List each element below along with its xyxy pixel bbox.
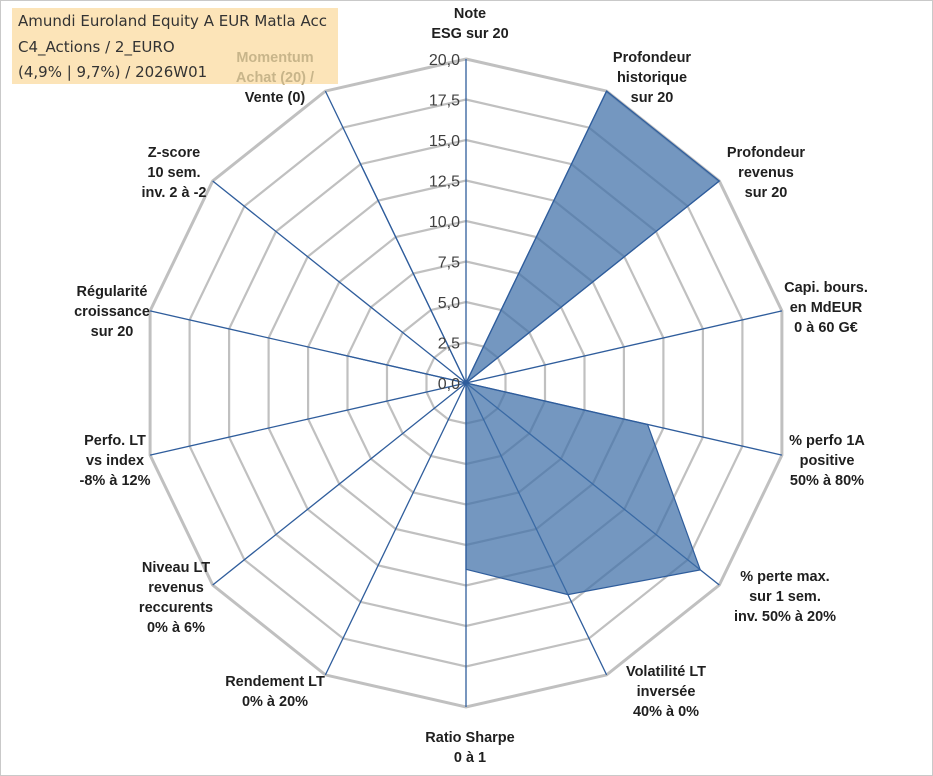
axis-label-line: Ratio Sharpe (425, 730, 515, 746)
performance-label: (4,9% | 9,7%) / 2026W01 (18, 63, 208, 81)
axis-label-line: sur 20 (90, 324, 134, 340)
radial-tick-labels: 0,0 2,5 5,0 7,5 10,0 12,5 15,0 17,5 20,0 (429, 52, 460, 393)
axis-label: Profondeur revenus sur 20 (727, 143, 805, 203)
category-label: C4_Actions / 2_EURO (18, 38, 175, 56)
radar-series (334, 90, 721, 596)
axis-label-line: 50% à 80% (789, 473, 865, 489)
spoke-line (212, 382, 467, 586)
axis-label-line: Vente (0) (244, 90, 306, 106)
tick-label: 12,5 (429, 174, 460, 191)
axis-label-line: revenus (148, 580, 204, 596)
axis-label-line: sur 20 (630, 90, 674, 106)
axis-label-line: -8% à 12% (79, 473, 151, 489)
axis-label-line: inv. 50% à 20% (733, 609, 837, 625)
axis-label-line: 0% à 6% (146, 620, 206, 636)
axis-label-line: % perte max. (740, 569, 830, 585)
chart-title: Amundi Euroland Equity A EUR Matla Acc (18, 12, 328, 30)
tick-label: 17,5 (429, 93, 460, 110)
axis-label-line: croissance (74, 304, 150, 320)
axis-label: Ratio Sharpe 0 à 1 (425, 728, 514, 768)
axis-label-line: Profondeur (726, 145, 806, 161)
tick-label: 10,0 (429, 214, 460, 231)
axis-label-line: Régularité (76, 284, 148, 300)
axis-label-line: % perfo 1A (789, 433, 865, 449)
tick-label: 0,0 (438, 376, 460, 393)
axis-label-line: reccurents (138, 600, 214, 616)
spoke-line (324, 382, 467, 676)
axis-label: Profondeur historique sur 20 (613, 48, 691, 108)
tick-label: 2,5 (438, 336, 460, 353)
axis-label: Régularité croissance sur 20 (74, 282, 150, 342)
axis-label: Perfo. LT vs index -8% à 12% (80, 431, 151, 491)
axis-label-line: Rendement LT (225, 674, 325, 690)
axis-label: Volatilité LT inversée 40% à 0% (626, 662, 706, 722)
spoke-line (465, 310, 783, 384)
axis-label-line: historique (616, 70, 688, 86)
axis-label-line: Volatilité LT (625, 664, 707, 680)
tick-label: 20,0 (429, 52, 460, 69)
tick-label: 15,0 (429, 133, 460, 150)
axis-label-line: sur 20 (744, 185, 788, 201)
axis-label: Momentum Achat (20) / Vente (0) (236, 48, 314, 108)
axis-label-line: en MdEUR (789, 300, 863, 316)
axis-label: Niveau LT revenus reccurents 0% à 6% (139, 558, 213, 638)
axis-label-line: vs index (85, 453, 145, 469)
axis-label-line: Capi. bours. (784, 280, 868, 296)
axis-label-line: Perfo. LT (84, 433, 146, 449)
tick-label: 5,0 (438, 295, 460, 312)
axis-label: % perfo 1A positive 50% à 80% (789, 431, 865, 491)
axis-label-line: Profondeur (612, 50, 692, 66)
axis-label-line: positive (799, 453, 855, 469)
axis-label-line: Achat (20) / (235, 70, 315, 86)
axis-label-line: Niveau LT (141, 560, 211, 576)
axis-label-line: revenus (738, 165, 794, 181)
axis-label-line: inversée (636, 684, 696, 700)
axis-label-line: 0% à 20% (241, 694, 309, 710)
axis-label-line: inv. 2 à -2 (141, 185, 207, 201)
axis-label-line: Z-score (147, 145, 201, 161)
axis-label-line: 40% à 0% (632, 704, 700, 720)
tick-label: 7,5 (438, 255, 460, 272)
spoke-line (149, 382, 467, 456)
title-box: Amundi Euroland Equity A EUR Matla Acc C… (12, 8, 338, 84)
axis-label: Capi. bours. en MdEUR 0 à 60 G€ (784, 278, 868, 338)
axis-label-line: 0 à 60 G€ (794, 320, 858, 336)
axis-label: % perte max. sur 1 sem. inv. 50% à 20% (734, 567, 836, 627)
series-area (334, 90, 721, 596)
axis-label-line: Momentum (236, 50, 314, 66)
axis-label-line: 10 sem. (147, 165, 201, 181)
axis-label: Z-score 10 sem. inv. 2 à -2 (141, 143, 206, 203)
axis-label-line: 0 à 1 (453, 750, 487, 766)
spoke-line (212, 180, 467, 384)
axis-label-line: sur 1 sem. (749, 589, 821, 605)
axis-label-line: Note (453, 6, 487, 22)
axis-label: Rendement LT 0% à 20% (225, 672, 325, 712)
axis-label: Note ESG sur 20 (431, 4, 508, 44)
axis-label-line: ESG sur 20 (431, 26, 509, 42)
